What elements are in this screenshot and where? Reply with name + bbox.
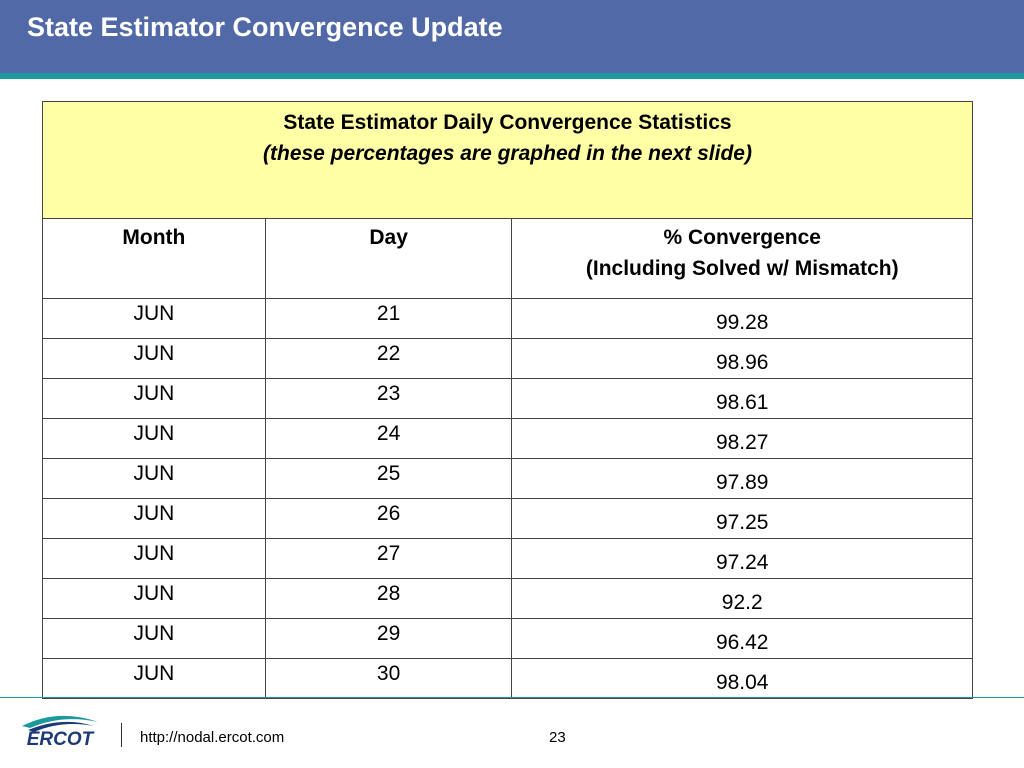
table-cell: 28 [264, 578, 513, 619]
table-cell: JUN [42, 658, 266, 699]
table-cell: 99.28 [511, 298, 973, 339]
table-cell: 98.04 [511, 658, 973, 699]
table-cell: 21 [264, 298, 513, 339]
table-cell: JUN [42, 618, 266, 659]
table-row: JUN 25 97.89 [42, 458, 973, 499]
footer-url: http://nodal.ercot.com [140, 729, 285, 746]
column-label: % Convergence [663, 226, 821, 249]
table-row: JUN 28 92.2 [42, 578, 973, 619]
table-cell: JUN [42, 338, 266, 379]
footer-rule [0, 697, 1024, 698]
caption-subtitle: (these percentages are graphed in the ne… [263, 142, 752, 165]
table-row: JUN 21 99.28 [42, 298, 973, 339]
table-cell: 26 [264, 498, 513, 539]
table-cell: JUN [42, 378, 266, 419]
table-cell: 97.89 [511, 458, 973, 499]
table-cell: 98.61 [511, 378, 973, 419]
table-cell: 97.24 [511, 538, 973, 579]
table-cell: 30 [264, 658, 513, 699]
table-row: JUN 29 96.42 [42, 618, 973, 659]
table-cell: JUN [42, 298, 266, 339]
table-row: JUN 24 98.27 [42, 418, 973, 459]
footer-separator [121, 723, 122, 747]
column-label: Day [369, 226, 408, 249]
logo-swoosh [28, 721, 94, 732]
table-cell: 22 [264, 338, 513, 379]
table-cell: 24 [264, 418, 513, 459]
ercot-logo: ERCOT [22, 715, 98, 750]
table-cell: 98.96 [511, 338, 973, 379]
table-cell: JUN [42, 498, 266, 539]
table-row: JUN 30 98.04 [42, 658, 973, 699]
table-cell: 29 [264, 618, 513, 659]
table-cell: JUN [42, 578, 266, 619]
table-cell: 27 [264, 538, 513, 579]
title-band [0, 0, 1024, 73]
table-row: JUN 26 97.25 [42, 498, 973, 539]
table-cell: JUN [42, 538, 266, 579]
stats-table: State Estimator Daily Convergence Statis… [42, 101, 973, 699]
table-caption: State Estimator Daily Convergence Statis… [42, 101, 973, 219]
caption-title: State Estimator Daily Convergence Statis… [283, 111, 732, 134]
page-number: 23 [549, 729, 566, 746]
column-header: % Convergence (Including Solved w/ Misma… [511, 218, 973, 299]
table-cell: 97.25 [511, 498, 973, 539]
table-row: JUN 22 98.96 [42, 338, 973, 379]
logo-text: ERCOT [27, 729, 95, 750]
table-row: JUN 27 97.24 [42, 538, 973, 579]
table-cell: 98.27 [511, 418, 973, 459]
table-cell: 23 [264, 378, 513, 419]
column-header: Day [264, 218, 513, 299]
logo-swoosh [22, 715, 98, 728]
table-cell: 92.2 [511, 578, 973, 619]
slide-title: State Estimator Convergence Update [27, 12, 503, 42]
title-rule [0, 73, 1024, 79]
table-cell: JUN [42, 458, 266, 499]
column-label: Month [122, 226, 186, 249]
column-header: Month [42, 218, 266, 299]
table-cell: 25 [264, 458, 513, 499]
table-cell: JUN [42, 418, 266, 459]
column-label: (Including Solved w/ Mismatch) [585, 257, 899, 280]
table-row: JUN 23 98.61 [42, 378, 973, 419]
table-cell: 96.42 [511, 618, 973, 659]
